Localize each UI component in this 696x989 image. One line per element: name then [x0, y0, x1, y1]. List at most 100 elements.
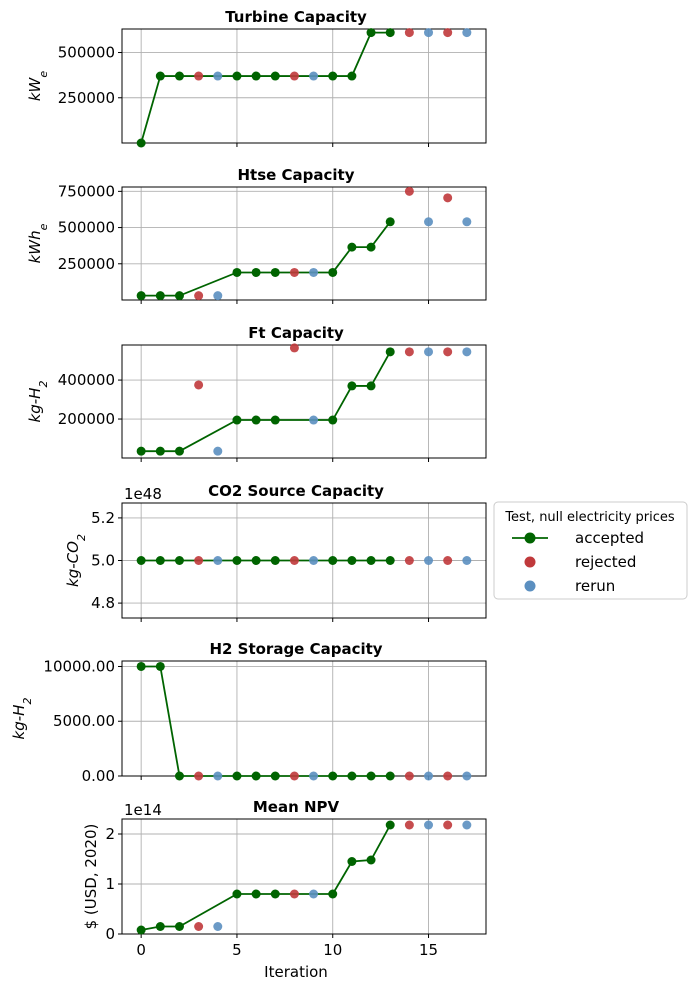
- rerun-point: [309, 771, 319, 781]
- accepted-point: [174, 771, 184, 781]
- rejected-point: [404, 556, 414, 565]
- panel-title: H2 Storage Capacity: [209, 640, 382, 658]
- plot-frame: [121, 344, 487, 459]
- rerun-point: [462, 556, 472, 565]
- accepted-point: [251, 267, 261, 277]
- accepted-point: [385, 820, 395, 830]
- rejected-point: [289, 267, 299, 277]
- panel-title: CO2 Source Capacity: [208, 482, 384, 500]
- panel-title: Htse Capacity: [237, 166, 354, 184]
- accepted-point: [251, 415, 261, 425]
- accepted-point: [328, 556, 338, 565]
- accepted-point: [155, 922, 165, 931]
- rerun-point: [309, 889, 319, 899]
- accepted-point: [155, 661, 165, 671]
- rerun-point: [309, 71, 319, 81]
- accepted-point: [366, 771, 376, 781]
- panel-3: 200000 400000 Ft Capacity kg-H2: [26, 324, 487, 462]
- accepted-point: [385, 217, 395, 227]
- y-axis-label: kg-H2: [10, 698, 34, 740]
- accepted-point: [347, 71, 357, 81]
- rejected-point: [404, 28, 414, 38]
- accepted-point: [136, 661, 146, 671]
- y-tick-label: 400000: [58, 371, 115, 389]
- x-tick-label: 0: [136, 941, 146, 959]
- rejected-point: [194, 291, 204, 301]
- rejected-point: [289, 771, 299, 781]
- rejected-point: [443, 556, 453, 565]
- accepted-point: [347, 771, 357, 781]
- accepted-point: [366, 28, 376, 38]
- panel-4: 4.8 5.0 5.2 CO2 Source Capacity 1e48 kg-CO2: [64, 482, 487, 622]
- y-tick-label: 250000: [58, 89, 115, 107]
- axis-offset-label: 1e14: [124, 801, 162, 819]
- panel-title: Ft Capacity: [248, 324, 344, 342]
- rejected-point: [289, 343, 299, 353]
- rejected-point: [194, 380, 204, 390]
- y-tick-label: 0: [105, 925, 115, 943]
- rejected-point: [443, 347, 453, 357]
- accepted-point: [347, 242, 357, 252]
- accepted-point: [251, 556, 261, 565]
- accepted-line: [141, 665, 391, 777]
- accepted-point: [270, 267, 280, 277]
- accepted-point: [155, 291, 165, 301]
- accepted-point: [155, 71, 165, 81]
- y-tick-label: 0.00: [82, 767, 115, 785]
- plot-frame: [121, 186, 487, 301]
- accepted-point: [251, 889, 261, 899]
- rerun-point: [424, 820, 434, 830]
- rerun-point: [462, 820, 472, 830]
- y-tick-label: 4.8: [91, 594, 115, 612]
- rejected-point: [289, 889, 299, 899]
- accepted-point: [347, 857, 357, 866]
- rerun-point: [213, 556, 223, 565]
- accepted-line: [140, 31, 391, 144]
- legend-label-accepted: accepted: [575, 529, 644, 547]
- accepted-point: [174, 71, 184, 81]
- y-axis-label: kg-CO2: [64, 534, 88, 587]
- rerun-point: [462, 217, 472, 227]
- y-tick-label: 1: [105, 875, 115, 893]
- y-tick-label: 250000: [58, 255, 115, 273]
- rejected-point: [404, 820, 414, 830]
- legend-marker-rerun: [524, 580, 536, 592]
- accepted-point: [251, 771, 261, 781]
- accepted-point: [328, 267, 338, 277]
- accepted-point: [270, 71, 280, 81]
- rejected-point: [443, 771, 453, 781]
- rerun-point: [424, 217, 434, 227]
- accepted-point: [328, 771, 338, 781]
- panel-title: Turbine Capacity: [225, 8, 367, 26]
- accepted-point: [385, 28, 395, 38]
- y-axis-label: kg-H2: [26, 381, 50, 423]
- accepted-point: [270, 889, 280, 899]
- rerun-point: [309, 556, 319, 565]
- axis-offset-label: 1e48: [124, 485, 162, 503]
- rejected-point: [404, 347, 414, 357]
- panel-1: 250000 500000 Turbine Capacity kWe: [26, 8, 487, 148]
- panel-title: Mean NPV: [253, 798, 340, 816]
- y-tick-label: 5000.00: [53, 712, 115, 730]
- accepted-line: [141, 351, 391, 453]
- accepted-point: [136, 925, 146, 935]
- accepted-point: [232, 556, 242, 565]
- rerun-point: [424, 556, 434, 565]
- accepted-point: [174, 556, 184, 565]
- rejected-point: [194, 556, 204, 565]
- accepted-point: [251, 71, 261, 81]
- rejected-point: [289, 556, 299, 565]
- x-tick-label: 5: [232, 941, 242, 959]
- accepted-point: [232, 71, 242, 81]
- accepted-point: [270, 556, 280, 565]
- accepted-point: [385, 771, 395, 781]
- accepted-point: [174, 446, 184, 456]
- rerun-point: [309, 267, 319, 277]
- accepted-point: [136, 291, 146, 301]
- y-tick-label: 200000: [58, 410, 115, 428]
- legend-label-rejected: rejected: [575, 553, 636, 571]
- x-tick-label: 15: [419, 941, 438, 959]
- rerun-point: [424, 28, 434, 38]
- y-tick-label: 5.2: [91, 509, 115, 527]
- accepted-line: [141, 221, 391, 297]
